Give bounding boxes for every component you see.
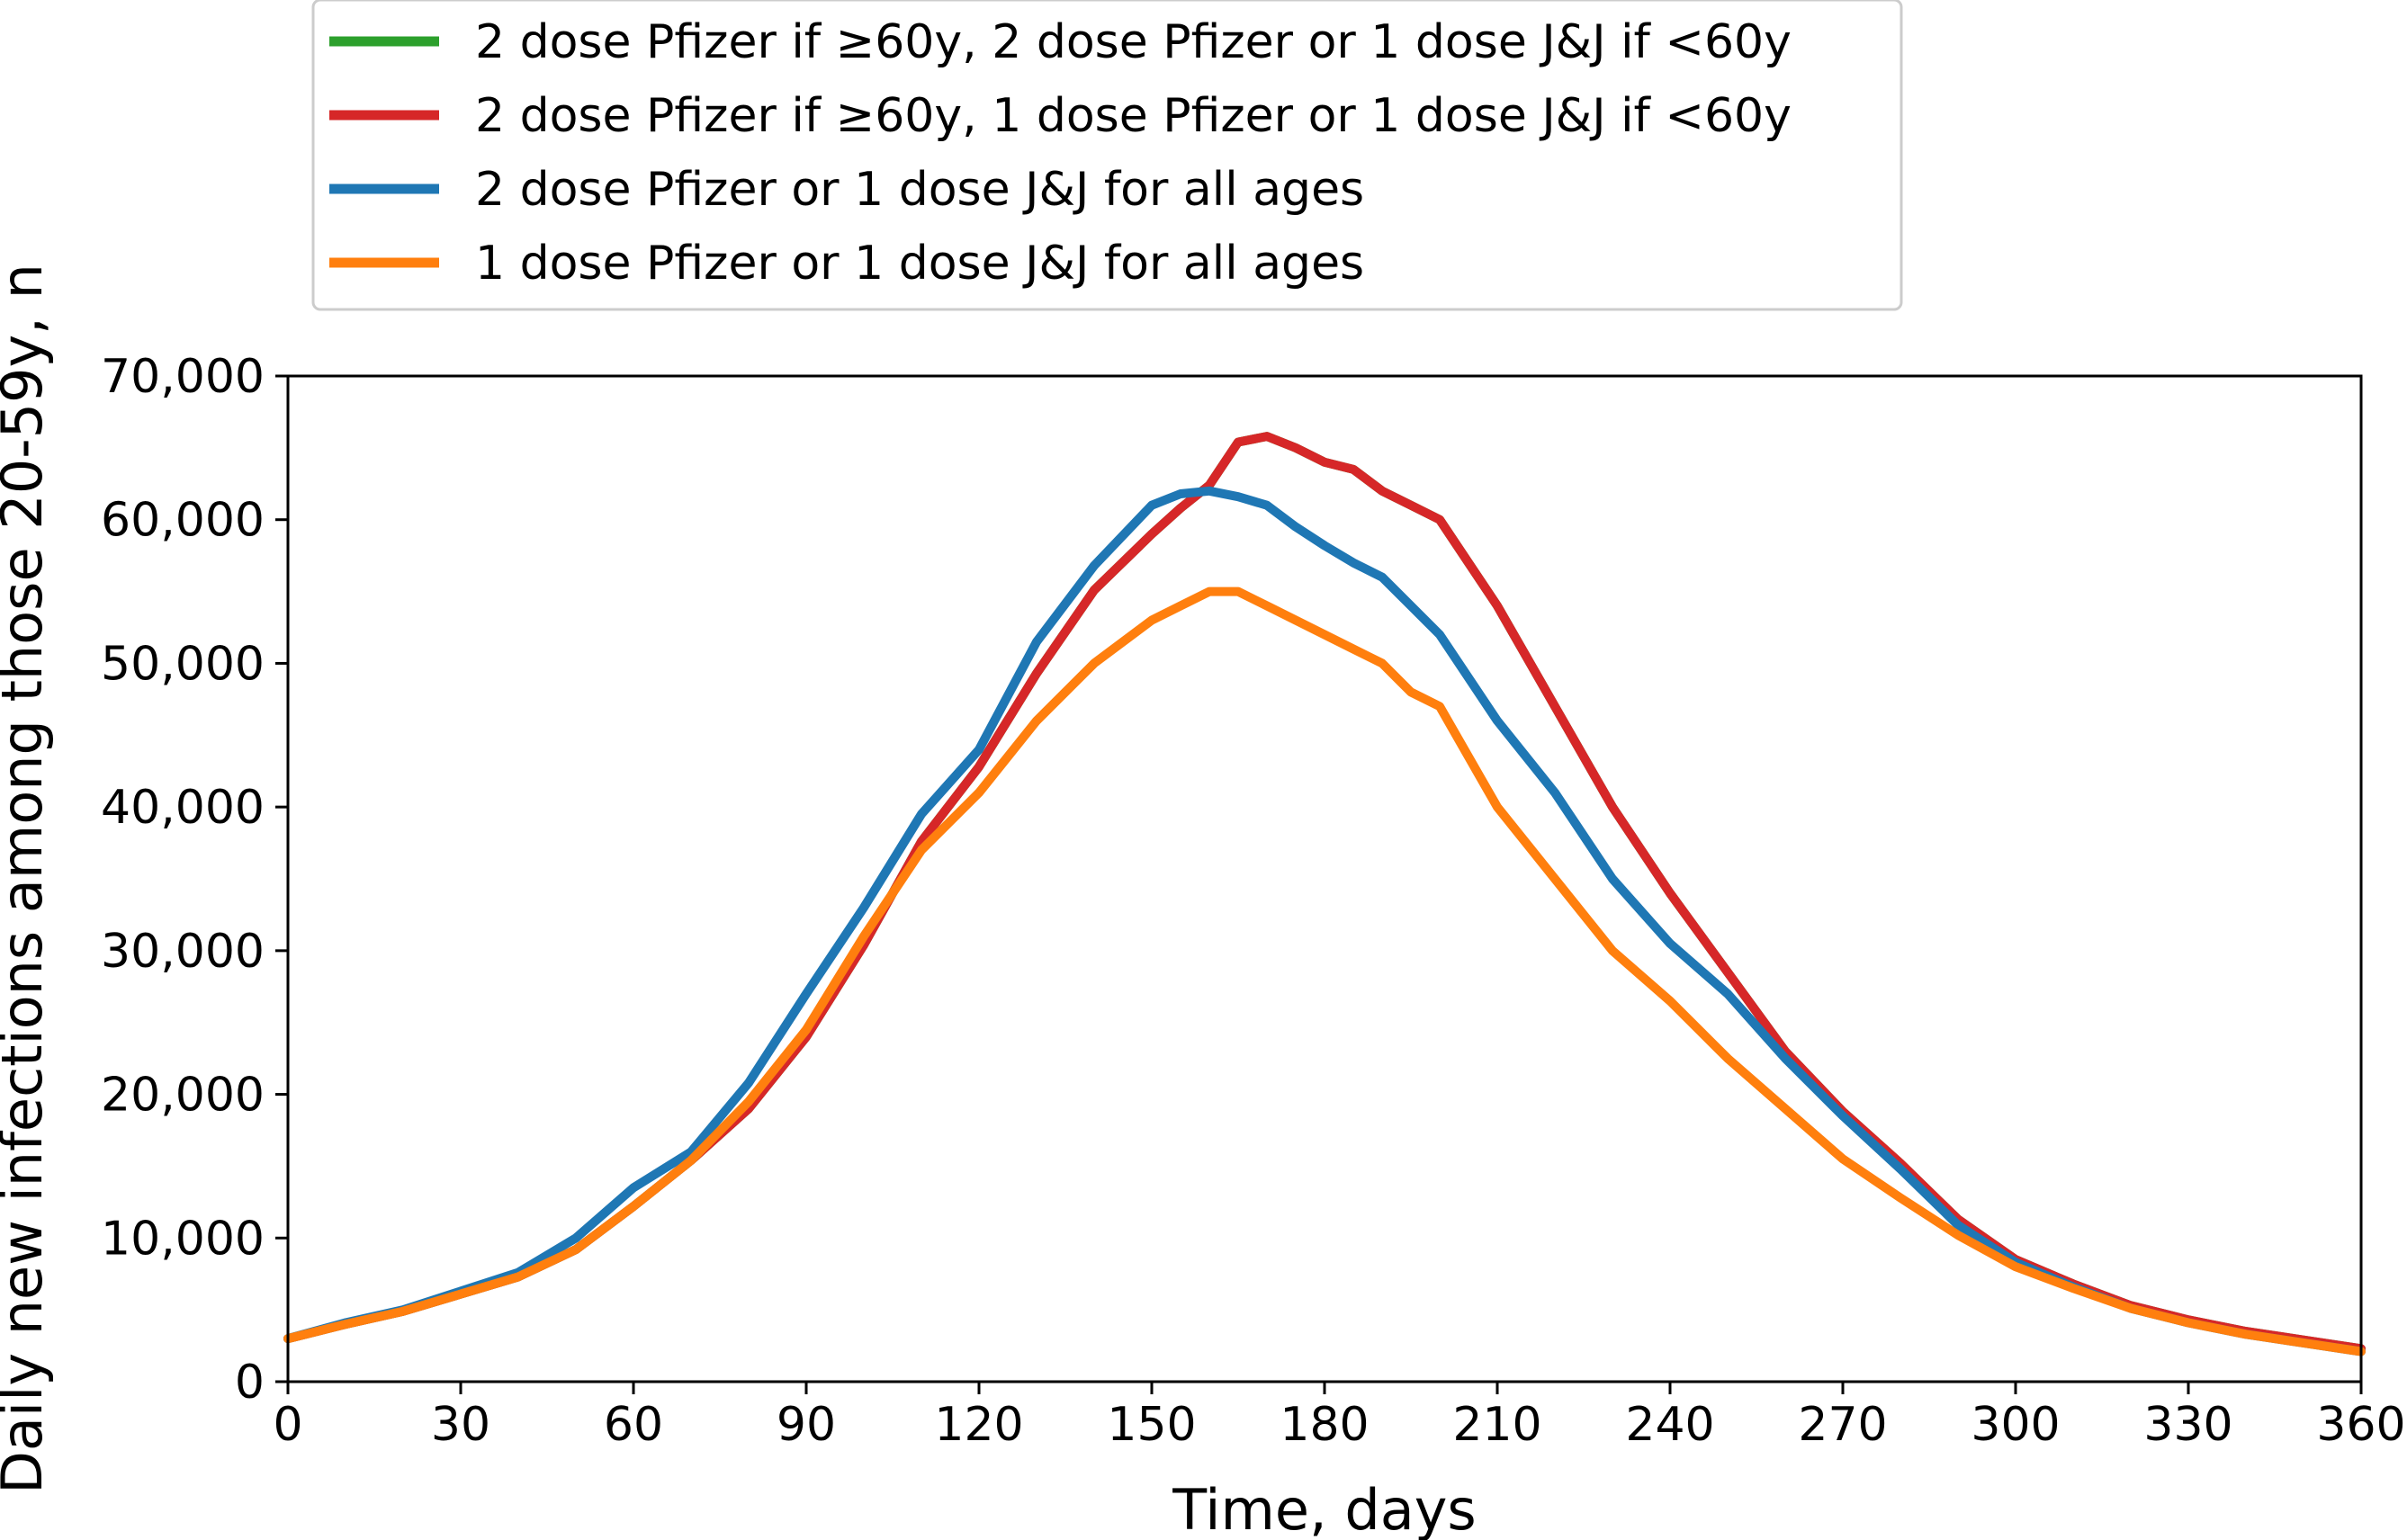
x-tick-label: 90 <box>777 1398 836 1452</box>
x-tick-label: 270 <box>1798 1398 1887 1452</box>
x-tick-label: 120 <box>934 1398 1023 1452</box>
x-axis-ticks: 0 30 60 90 120 150 180 210 240 270 300 330 360 <box>273 1382 2406 1452</box>
y-tick-label: 50,000 <box>101 637 265 691</box>
series-lines <box>283 432 2366 1356</box>
legend-label-1: 2 dose Pfizer if ≥60y, 2 dose Pfizer or … <box>475 15 1792 69</box>
y-tick-label: 70,000 <box>101 350 265 404</box>
x-tick-label: 60 <box>604 1398 663 1452</box>
x-axis-label: Time, days <box>1172 1477 1477 1540</box>
y-tick-label: 10,000 <box>101 1212 265 1266</box>
y-tick-label: 20,000 <box>101 1069 265 1123</box>
legend-box <box>311 0 1903 311</box>
x-tick-label: 150 <box>1107 1398 1196 1452</box>
y-tick-label: 60,000 <box>101 494 265 548</box>
legend-label-3: 2 dose Pfizer or 1 dose J&J for all ages <box>475 163 1364 217</box>
x-tick-label: 300 <box>1971 1398 2060 1452</box>
x-tick-label: 30 <box>431 1398 490 1452</box>
x-tick-label: 360 <box>2316 1398 2405 1452</box>
legend-label-2: 2 dose Pfizer if ≥60y, 1 dose Pfizer or … <box>475 89 1792 143</box>
x-tick-label: 240 <box>1625 1398 1714 1452</box>
y-tick-label: 30,000 <box>101 925 265 979</box>
y-axis-label: Daily new infections among those 20-59y,… <box>0 264 55 1494</box>
legend-label-4: 1 dose Pfizer or 1 dose J&J for all ages <box>475 237 1364 291</box>
series-line-4 <box>283 586 2366 1356</box>
y-axis-ticks: 0 10,000 20,000 30,000 40,000 50,000 60,000 70,… <box>101 350 288 1410</box>
x-tick-label: 180 <box>1280 1398 1369 1452</box>
series-line-3 <box>283 486 2366 1356</box>
y-tick-label: 40,000 <box>101 781 265 835</box>
x-tick-label: 0 <box>273 1398 302 1452</box>
y-tick-label: 0 <box>235 1356 265 1410</box>
legend: 2 dose Pfizer if ≥60y, 2 dose Pfizer or … <box>311 0 1903 311</box>
x-tick-label: 330 <box>2143 1398 2232 1452</box>
x-tick-label: 210 <box>1452 1398 1541 1452</box>
